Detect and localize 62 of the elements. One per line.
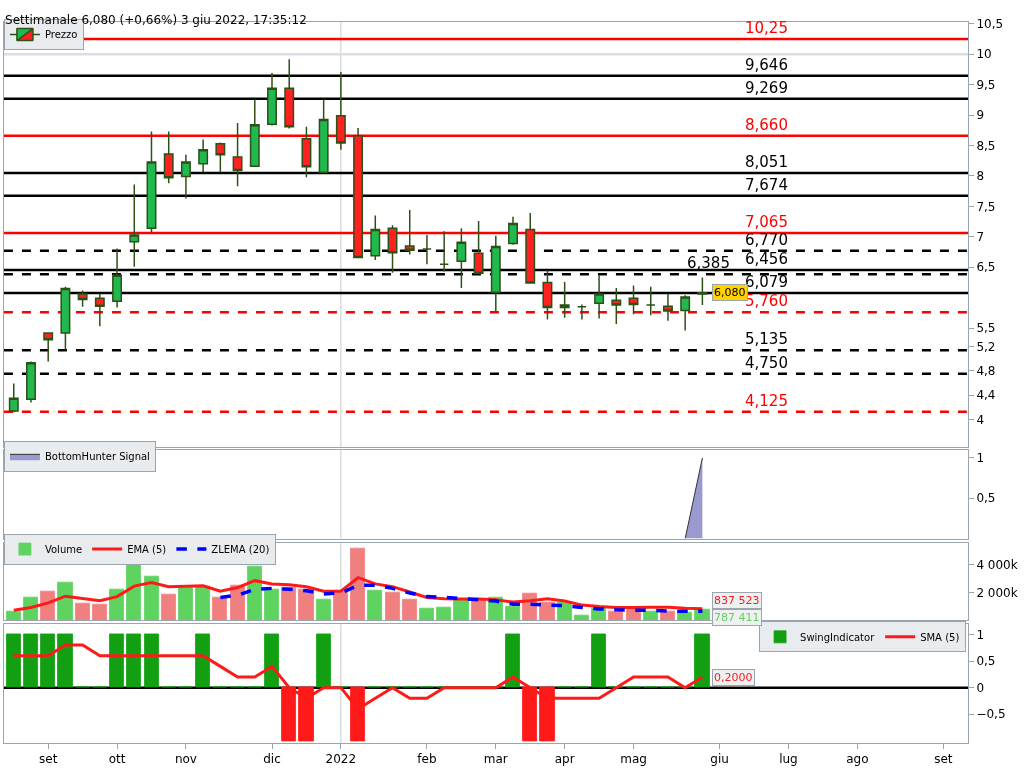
y-tick-label: 9,5 (976, 77, 996, 92)
ref-line-label: 7,065 (745, 213, 788, 231)
chart-title: Settimanale 6,080 (+0,66%) 3 giu 2022, 17:35:12 (5, 12, 307, 27)
ref-line-label: 8,660 (745, 116, 788, 134)
ref-line-label: 8,051 (745, 153, 788, 171)
legend-label: BottomHunter Signal (44, 451, 150, 463)
y-tick-label: 4 000k (976, 557, 1018, 572)
legend-label: ZLEMA (20) (211, 543, 270, 555)
annotation: 837 523 (714, 594, 760, 607)
y-tick-label: −0,5 (976, 707, 1006, 722)
x-tick-label: set (934, 752, 953, 767)
y-tick-label: 5,5 (976, 321, 996, 336)
y-tick-label: 7,5 (976, 199, 996, 214)
y-tick-label: 10 (976, 47, 992, 62)
x-tick-label: ago (846, 752, 869, 767)
ref-line-label: 6,456 (745, 250, 788, 268)
legend-label: EMA (5) (127, 543, 167, 555)
legend-label: Prezzo (44, 29, 78, 41)
x-tick-label: apr (554, 752, 575, 767)
x-tick-label: 2022 (325, 752, 357, 767)
x-tick-label: nov (174, 752, 197, 767)
y-tick-label: 2 000k (976, 585, 1018, 600)
ref-line-label: 4,750 (745, 354, 788, 372)
legend-label: Volume (44, 543, 83, 555)
y-tick-label: 0 (976, 680, 985, 695)
ref-line-label: 10,25 (745, 19, 788, 37)
ref-line-label: 6,770 (745, 231, 788, 249)
x-tick-label: giu (710, 752, 729, 767)
y-tick-label: 6,5 (976, 260, 996, 275)
y-tick-label: 1 (976, 627, 985, 642)
x-tick-label: dic (263, 752, 281, 767)
x-tick-label: set (39, 752, 58, 767)
y-tick-label: 8,5 (976, 138, 996, 153)
y-tick-label: 0,5 (976, 491, 996, 506)
ref-line-label: 4,125 (745, 392, 788, 410)
y-tick-label: 4 (976, 412, 985, 427)
y-tick-label: 5,2 (976, 339, 996, 354)
annotation: 787 411 (714, 611, 760, 624)
ref-line-label: 6,079 (745, 273, 788, 291)
ref-line-label: 5,760 (745, 292, 788, 310)
ref-line-label: 7,674 (745, 176, 788, 194)
ref-line-label: 9,269 (745, 79, 788, 97)
x-tick-label: lug (779, 752, 798, 767)
x-tick-label: mar (483, 752, 508, 767)
x-tick-label: ott (108, 752, 126, 767)
y-tick-label: 9 (976, 108, 985, 123)
y-tick-label: 0,5 (976, 654, 996, 669)
x-tick-label: mag (620, 752, 647, 767)
y-tick-label: 4,8 (976, 363, 996, 378)
y-tick-label: 4,4 (976, 388, 996, 403)
y-tick-label: 1 (976, 451, 985, 466)
legend-label: SMA (5) (920, 631, 960, 643)
y-tick-label: 7 (976, 230, 985, 245)
annotation: 0,2000 (714, 671, 753, 684)
ref-line-label: 6,385 (687, 254, 730, 272)
annotation: 6,080 (714, 286, 746, 299)
ref-line-label: 5,135 (745, 330, 788, 348)
y-tick-label: 10,5 (976, 17, 1004, 32)
x-tick-label: feb (417, 752, 437, 767)
y-tick-label: 8 (976, 169, 985, 184)
legend-label: SwingIndicator (800, 631, 876, 643)
ref-line-label: 9,646 (745, 56, 788, 74)
